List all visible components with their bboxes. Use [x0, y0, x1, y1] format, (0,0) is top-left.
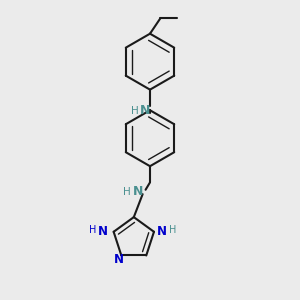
- Text: N: N: [98, 225, 107, 238]
- Text: N: N: [157, 225, 167, 238]
- Text: H: H: [123, 187, 131, 196]
- Text: H: H: [169, 225, 176, 235]
- Text: N: N: [140, 104, 150, 117]
- Text: H: H: [131, 106, 139, 116]
- Text: N: N: [113, 253, 123, 266]
- Text: N: N: [132, 185, 143, 198]
- Text: H: H: [89, 225, 96, 235]
